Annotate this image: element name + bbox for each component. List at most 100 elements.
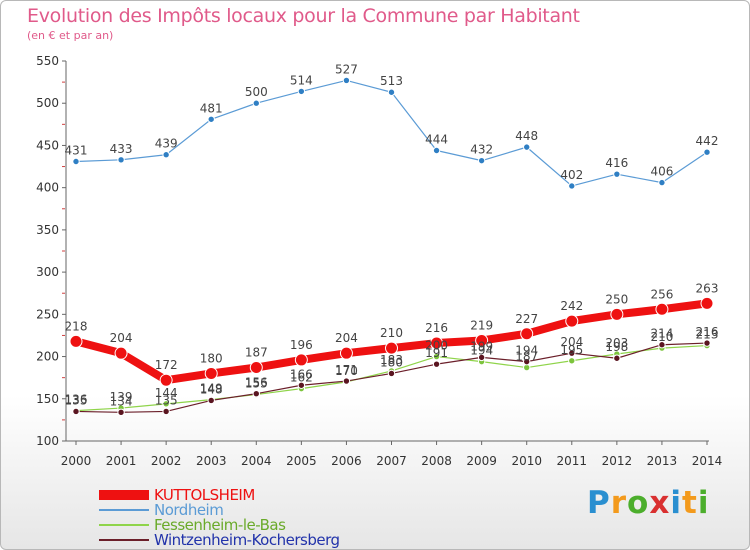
legend-label-kuttolsheim: KUTTOLSHEIM — [154, 486, 255, 504]
data-point-wintzenheim-kochersberg — [252, 390, 260, 398]
data-point-fessenheim-le-bas — [162, 400, 170, 408]
data-label-kuttolsheim: 180 — [200, 351, 223, 365]
data-label-nordheim: 402 — [560, 168, 583, 182]
data-point-kuttolsheim — [610, 307, 624, 321]
data-label-wintzenheim-kochersberg: 180 — [380, 355, 403, 369]
y-tick-label: 300 — [36, 265, 59, 279]
x-tick-label: 2005 — [286, 454, 317, 468]
data-label-kuttolsheim: 242 — [560, 299, 583, 313]
logo-letter: P — [587, 485, 611, 521]
data-label-wintzenheim-kochersberg: 191 — [425, 346, 448, 360]
x-tick-label: 2004 — [241, 454, 272, 468]
legend-swatch-kuttolsheim — [99, 490, 149, 500]
data-label-kuttolsheim: 204 — [110, 331, 133, 345]
data-point-kuttolsheim — [475, 334, 489, 348]
data-label-nordheim: 439 — [155, 137, 178, 151]
data-label-wintzenheim-kochersberg: 135 — [155, 393, 178, 407]
data-point-kuttolsheim — [69, 334, 83, 348]
data-point-kuttolsheim — [339, 346, 353, 360]
data-label-nordheim: 514 — [290, 73, 313, 87]
data-label-fessenheim-le-bas: 200 — [425, 339, 448, 353]
data-point-wintzenheim-kochersberg — [72, 407, 80, 416]
legend-label-fessenheim: Fessenheim-le-Bas — [154, 516, 286, 534]
data-label-nordheim: 416 — [605, 156, 628, 170]
data-label-wintzenheim-kochersberg: 134 — [110, 394, 133, 408]
data-label-kuttolsheim: 227 — [515, 312, 538, 326]
x-tick-label: 2013 — [647, 454, 678, 468]
logo-letter: i — [670, 485, 682, 521]
x-tick-label: 2008 — [421, 454, 452, 468]
data-point-nordheim — [342, 76, 351, 85]
data-label-fessenheim-le-bas: 213 — [696, 328, 719, 342]
data-label-wintzenheim-kochersberg: 148 — [200, 382, 223, 396]
data-point-kuttolsheim — [700, 296, 714, 310]
x-tick-label: 2007 — [376, 454, 407, 468]
data-point-nordheim — [387, 88, 396, 96]
data-label-fessenheim-le-bas: 195 — [560, 343, 583, 357]
logo-letter: t — [681, 485, 698, 521]
chart-subtitle: (en € et par an) — [27, 29, 114, 42]
data-label-kuttolsheim: 172 — [155, 358, 178, 372]
data-label-wintzenheim-kochersberg: 214 — [650, 327, 673, 341]
data-label-kuttolsheim: 210 — [380, 326, 403, 340]
data-point-wintzenheim-kochersberg — [523, 357, 531, 366]
data-point-nordheim — [477, 156, 486, 165]
data-point-nordheim — [703, 148, 711, 156]
data-label-kuttolsheim: 204 — [335, 331, 358, 345]
chart-title: Evolution des Impôts locaux pour la Comm… — [27, 5, 580, 27]
data-label-wintzenheim-kochersberg: 194 — [515, 344, 538, 358]
data-label-wintzenheim-kochersberg: 171 — [335, 363, 358, 377]
data-point-kuttolsheim — [385, 341, 398, 355]
data-label-kuttolsheim: 250 — [605, 292, 628, 306]
data-point-wintzenheim-kochersberg — [207, 396, 215, 405]
x-tick-label: 2010 — [511, 454, 542, 468]
data-label-nordheim: 527 — [335, 62, 358, 76]
x-tick-label: 2011 — [557, 454, 588, 468]
y-tick-label: 350 — [36, 223, 59, 237]
data-label-fessenheim-le-bas: 162 — [290, 371, 313, 385]
line-chart: 100 150 200 250 300 350 400 450 500 550 2000 2001 20… — [36, 54, 722, 468]
data-label-fessenheim-le-bas: 203 — [605, 336, 628, 350]
data-point-kuttolsheim — [565, 314, 579, 328]
data-label-wintzenheim-kochersberg: 198 — [605, 340, 628, 354]
y-tick-label: 200 — [36, 350, 59, 364]
data-label-kuttolsheim: 219 — [470, 319, 493, 333]
y-tick-label: 100 — [36, 434, 59, 448]
data-label-wintzenheim-kochersberg: 135 — [65, 393, 88, 407]
data-point-kuttolsheim — [520, 327, 534, 341]
data-label-nordheim: 431 — [65, 143, 88, 157]
data-point-wintzenheim-kochersberg — [703, 339, 711, 347]
data-label-nordheim: 442 — [696, 134, 719, 148]
data-point-fessenheim-le-bas — [568, 357, 576, 365]
legend-swatch-wintzenheim — [99, 539, 149, 541]
data-point-wintzenheim-kochersberg — [613, 354, 621, 362]
y-tick-label: 450 — [36, 138, 59, 152]
data-point-nordheim — [658, 178, 666, 187]
logo-letter: o — [627, 485, 650, 521]
legend-swatch-nordheim — [99, 509, 149, 511]
data-label-nordheim: 513 — [380, 74, 403, 88]
data-label-nordheim: 406 — [650, 165, 673, 179]
data-label-fessenheim-le-bas: 187 — [515, 350, 538, 364]
data-label-fessenheim-le-bas: 136 — [65, 393, 88, 407]
data-label-fessenheim-le-bas: 149 — [200, 382, 223, 396]
data-point-wintzenheim-kochersberg — [568, 349, 576, 357]
legend-swatch-fessenheim — [99, 524, 149, 526]
data-point-wintzenheim-kochersberg — [658, 341, 666, 349]
legend-label-nordheim: Nordheim — [154, 501, 224, 519]
data-point-nordheim — [72, 157, 80, 166]
data-label-wintzenheim-kochersberg: 199 — [470, 339, 493, 353]
data-label-wintzenheim-kochersberg: 204 — [560, 335, 583, 349]
data-point-nordheim — [523, 143, 531, 151]
legend-label-wintzenheim: Wintzenheim-Kochersberg — [154, 531, 340, 549]
data-label-wintzenheim-kochersberg: 216 — [696, 325, 719, 339]
data-label-fessenheim-le-bas: 139 — [110, 390, 133, 404]
data-point-kuttolsheim — [249, 361, 263, 375]
x-tick-label: 2003 — [196, 454, 227, 468]
data-label-kuttolsheim: 263 — [696, 281, 719, 295]
data-point-wintzenheim-kochersberg — [387, 369, 396, 378]
data-label-nordheim: 432 — [470, 143, 493, 157]
data-point-kuttolsheim — [294, 353, 308, 367]
data-point-kuttolsheim — [655, 302, 669, 316]
